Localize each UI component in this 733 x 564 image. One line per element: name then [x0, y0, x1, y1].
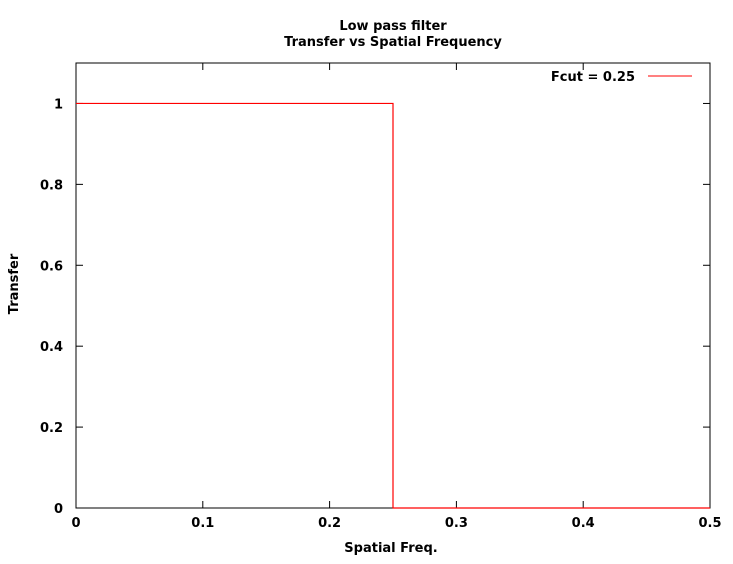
x-tick-label: 0.4: [572, 516, 595, 531]
legend-label: Fcut = 0.25: [551, 70, 635, 85]
chart-subtitle: Transfer vs Spatial Frequency: [284, 35, 502, 50]
y-tick-label: 0.4: [40, 340, 63, 355]
y-tick-label: 0: [54, 502, 63, 517]
x-axis-ticks: 0 0.1 0.2 0.3 0.4 0.5: [71, 63, 722, 531]
x-tick-label: 0.5: [698, 516, 721, 531]
series-line: [76, 102, 710, 509]
y-axis-ticks: 0 0.2 0.4 0.6 0.8 1: [40, 97, 710, 517]
x-tick-label: 0.2: [318, 516, 341, 531]
y-axis-label: Transfer: [7, 253, 22, 314]
y-tick-label: 0.2: [40, 421, 63, 436]
x-tick-label: 0.3: [445, 516, 468, 531]
y-tick-label: 0.6: [40, 259, 63, 274]
x-axis-label: Spatial Freq.: [344, 541, 437, 556]
series-layer: [76, 102, 710, 509]
x-tick-label: 0: [71, 516, 80, 531]
legend: Fcut = 0.25: [551, 70, 692, 85]
x-tick-label: 0.1: [191, 516, 214, 531]
y-tick-label: 1: [54, 97, 63, 112]
chart-title: Low pass filter: [339, 19, 447, 34]
y-tick-label: 0.8: [40, 178, 63, 193]
